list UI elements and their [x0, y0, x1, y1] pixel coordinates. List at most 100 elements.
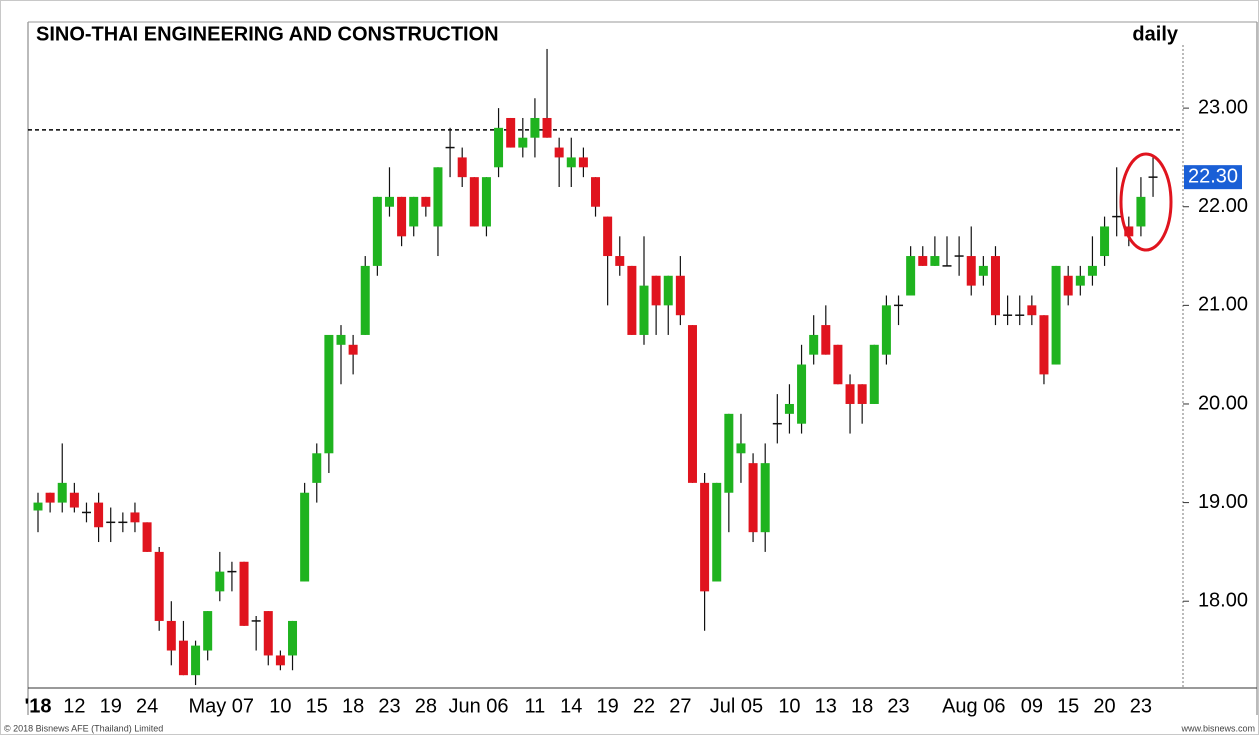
- candle-body: [1087, 265, 1097, 276]
- x-tick-label: 20: [1093, 695, 1115, 717]
- highlight-ellipse: [1119, 152, 1173, 252]
- candle-body: [288, 620, 298, 656]
- y-tick-label: 22.00: [1198, 195, 1248, 217]
- candle-body: [1075, 275, 1085, 286]
- candle-body: [663, 275, 673, 306]
- candle-body: [687, 325, 697, 483]
- x-tick-label: Jul 05: [710, 695, 763, 717]
- candle-body: [312, 453, 322, 483]
- candle-body: [930, 256, 940, 266]
- candle-body: [263, 611, 273, 656]
- candle-body: [324, 334, 334, 454]
- y-tick-label: 19.00: [1198, 491, 1248, 513]
- x-tick-label: 27: [669, 695, 691, 717]
- candle-body: [348, 344, 358, 355]
- candle-body: [566, 157, 576, 168]
- candle-body: [94, 502, 104, 528]
- x-tick-label: 18: [342, 695, 364, 717]
- y-tick-label: 21.00: [1198, 294, 1248, 316]
- x-tick-label: 23: [378, 695, 400, 717]
- candle-body: [724, 413, 734, 493]
- candle-body: [33, 502, 43, 511]
- candle-body: [45, 492, 55, 503]
- candle-body: [372, 196, 382, 266]
- x-tick-label: 09: [1021, 695, 1043, 717]
- y-tick-label: 23.00: [1198, 96, 1248, 118]
- footer-right: www.bisnews.com: [1180, 723, 1255, 733]
- x-tick-label: 22: [633, 695, 655, 717]
- candle-body: [554, 147, 564, 158]
- candle-body: [421, 196, 431, 207]
- x-tick-label: 15: [306, 695, 328, 717]
- candle-body: [797, 364, 807, 424]
- candle-body: [736, 443, 746, 454]
- candle-body: [881, 305, 891, 355]
- candle-body: [130, 512, 140, 523]
- candle-body: [833, 344, 843, 385]
- candle-body: [494, 127, 504, 168]
- candle-body: [1124, 226, 1134, 237]
- candle-body: [591, 177, 601, 207]
- candle-body: [639, 285, 649, 335]
- x-tick-label: 28: [415, 695, 437, 717]
- x-tick-label: 19: [597, 695, 619, 717]
- candle-body: [409, 196, 419, 227]
- candle-body: [760, 463, 770, 533]
- candle-body: [784, 403, 794, 414]
- x-tick-label: 14: [560, 695, 582, 717]
- candle-body: [809, 334, 819, 355]
- last-price-label: 22.30: [1188, 165, 1238, 187]
- candle-body: [990, 256, 1000, 316]
- x-tick-label: 19: [100, 695, 122, 717]
- candle-body: [142, 522, 152, 552]
- candle-body: [1136, 196, 1146, 227]
- candle-body: [603, 216, 613, 257]
- y-tick-label: 20.00: [1198, 392, 1248, 414]
- candle-body: [675, 275, 685, 316]
- x-tick-label: 23: [1130, 695, 1152, 717]
- candle-body: [857, 384, 867, 404]
- candle-body: [530, 117, 540, 138]
- chart-title: SINO-THAI ENGINEERING AND CONSTRUCTION: [36, 23, 499, 45]
- candle-body: [712, 482, 722, 582]
- candle-body: [918, 256, 928, 266]
- candle-body: [978, 265, 988, 276]
- candle-body: [300, 492, 310, 582]
- candle-body: [869, 344, 879, 404]
- plot-area: [28, 45, 1183, 688]
- candle-body: [821, 325, 831, 355]
- candle-body: [481, 177, 491, 227]
- x-tick-label: 13: [815, 695, 837, 717]
- x-tick-label: 15: [1057, 695, 1079, 717]
- candle-body: [627, 265, 637, 335]
- candle-body: [1027, 305, 1037, 316]
- x-tick-label: Jun 06: [448, 695, 508, 717]
- candle-body: [203, 611, 213, 651]
- candle-body: [1063, 275, 1073, 296]
- x-tick-label: 12: [63, 695, 85, 717]
- last-price-box: [1184, 165, 1242, 190]
- footer-left: © 2018 Bisnews AFE (Thailand) Limited: [4, 723, 163, 733]
- interval-label: daily: [1132, 23, 1178, 45]
- candle-body: [69, 492, 79, 508]
- candle-body: [469, 177, 479, 227]
- x-tick-label: 11: [525, 695, 546, 717]
- candle-body: [906, 256, 916, 296]
- x-tick-label: Aug 06: [942, 695, 1005, 717]
- candle-body: [700, 482, 710, 592]
- candle-body: [966, 256, 976, 286]
- candle-body: [506, 117, 516, 148]
- candle-body: [275, 655, 285, 666]
- candle-body: [1100, 226, 1110, 257]
- x-tick-label: '18: [24, 695, 51, 717]
- candle-body: [542, 117, 552, 138]
- candle-body: [57, 482, 67, 503]
- x-tick-label: 23: [887, 695, 909, 717]
- candle-body: [336, 334, 346, 345]
- candle-body: [615, 256, 625, 266]
- candle-body: [397, 196, 407, 237]
- candle-body: [457, 157, 467, 178]
- x-tick-label: May 07: [188, 695, 254, 717]
- candle-body: [1039, 315, 1049, 375]
